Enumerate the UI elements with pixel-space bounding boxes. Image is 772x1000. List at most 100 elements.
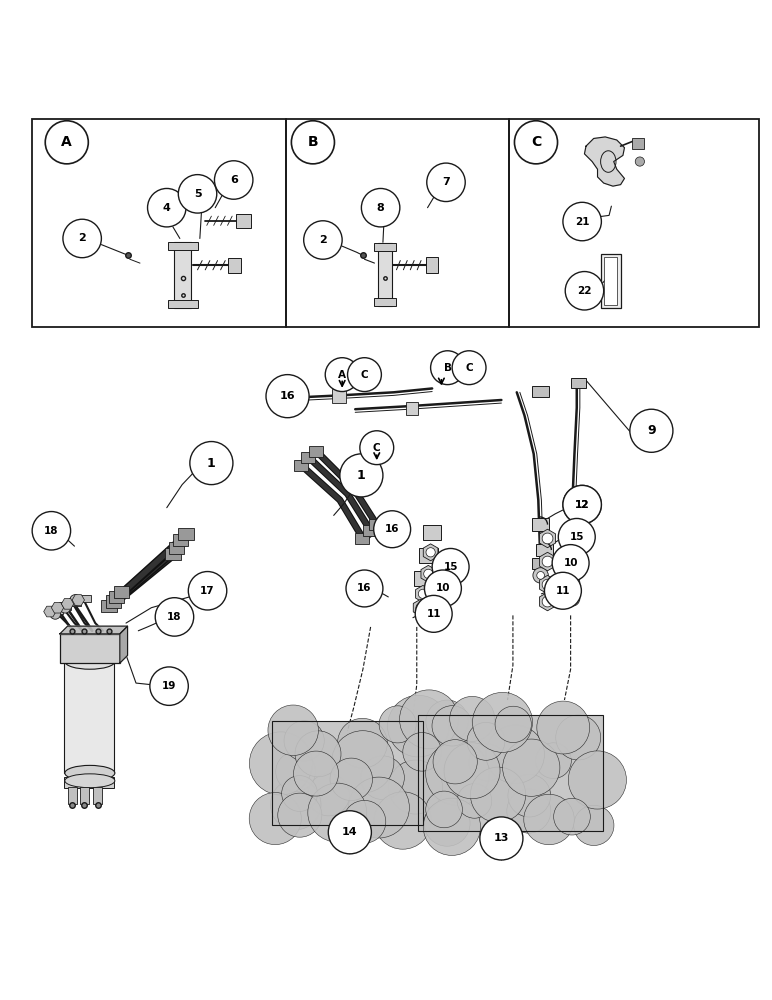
Text: 2: 2 — [319, 235, 327, 245]
Circle shape — [503, 739, 560, 796]
Bar — [65, 777, 114, 788]
Circle shape — [432, 706, 472, 746]
Text: 6: 6 — [230, 175, 238, 185]
Bar — [309, 446, 323, 457]
Text: 12: 12 — [575, 500, 589, 510]
Bar — [423, 525, 442, 540]
Circle shape — [295, 731, 341, 777]
Circle shape — [470, 767, 526, 822]
Text: 1: 1 — [357, 469, 366, 482]
Bar — [32, 119, 286, 327]
Circle shape — [249, 793, 301, 845]
Polygon shape — [415, 585, 430, 602]
Text: 5: 5 — [194, 189, 201, 199]
Text: 8: 8 — [377, 203, 384, 213]
Bar — [286, 119, 509, 327]
Circle shape — [467, 722, 505, 760]
Circle shape — [523, 794, 574, 845]
Text: 12: 12 — [575, 500, 589, 510]
Polygon shape — [421, 565, 435, 582]
Bar — [80, 787, 89, 804]
Circle shape — [418, 589, 428, 598]
Bar — [168, 242, 198, 250]
Bar — [532, 386, 549, 397]
Circle shape — [441, 605, 447, 611]
Text: B: B — [444, 363, 452, 373]
Circle shape — [325, 358, 359, 392]
Circle shape — [379, 706, 416, 743]
Bar — [532, 558, 549, 569]
Circle shape — [542, 556, 553, 567]
Bar — [374, 298, 397, 306]
Bar — [109, 591, 124, 603]
Text: C: C — [531, 135, 541, 149]
Circle shape — [427, 163, 466, 202]
Circle shape — [303, 221, 342, 259]
Circle shape — [308, 783, 367, 842]
Circle shape — [544, 572, 581, 609]
Circle shape — [278, 793, 322, 837]
Bar — [69, 598, 80, 606]
Circle shape — [563, 485, 601, 524]
Circle shape — [424, 569, 433, 578]
Text: 18: 18 — [44, 526, 59, 536]
Bar — [332, 389, 346, 403]
Circle shape — [266, 375, 309, 418]
Circle shape — [374, 511, 411, 548]
Polygon shape — [52, 602, 64, 613]
Circle shape — [635, 157, 645, 166]
Circle shape — [425, 570, 462, 607]
Circle shape — [441, 589, 447, 595]
Text: 17: 17 — [200, 586, 215, 596]
Circle shape — [469, 744, 506, 781]
Circle shape — [563, 485, 601, 524]
Circle shape — [330, 758, 373, 801]
Text: 4: 4 — [163, 203, 171, 213]
Circle shape — [424, 800, 470, 846]
Circle shape — [506, 789, 551, 833]
Text: 1: 1 — [207, 457, 215, 470]
Polygon shape — [72, 595, 84, 605]
Circle shape — [565, 568, 581, 583]
Text: 16: 16 — [385, 524, 399, 534]
Polygon shape — [60, 626, 127, 634]
Text: 13: 13 — [494, 833, 509, 843]
Circle shape — [249, 732, 313, 795]
Bar — [60, 634, 120, 663]
Circle shape — [480, 817, 523, 860]
Bar — [419, 548, 438, 563]
Bar — [273, 721, 423, 825]
Circle shape — [437, 585, 451, 599]
Circle shape — [374, 792, 432, 849]
Circle shape — [332, 731, 394, 793]
Bar — [174, 242, 191, 308]
Circle shape — [486, 725, 544, 784]
Circle shape — [563, 202, 601, 241]
Bar — [601, 254, 621, 308]
Text: 15: 15 — [570, 532, 584, 542]
Circle shape — [495, 706, 531, 743]
Circle shape — [630, 409, 673, 452]
Circle shape — [416, 603, 425, 612]
Bar — [378, 243, 392, 306]
Polygon shape — [44, 606, 56, 617]
Circle shape — [569, 572, 577, 579]
Ellipse shape — [274, 387, 290, 398]
Bar — [374, 243, 397, 251]
Circle shape — [346, 570, 383, 607]
Circle shape — [425, 742, 489, 805]
Circle shape — [554, 798, 591, 835]
Circle shape — [564, 575, 580, 591]
Polygon shape — [540, 529, 556, 548]
Text: 10: 10 — [435, 583, 450, 593]
Bar — [101, 600, 117, 612]
Bar — [536, 544, 553, 556]
Circle shape — [270, 779, 321, 830]
Circle shape — [568, 595, 576, 602]
Circle shape — [388, 695, 449, 757]
Circle shape — [293, 751, 339, 796]
Circle shape — [361, 188, 400, 227]
Bar — [168, 300, 198, 308]
Circle shape — [537, 701, 590, 754]
Bar — [604, 257, 617, 305]
